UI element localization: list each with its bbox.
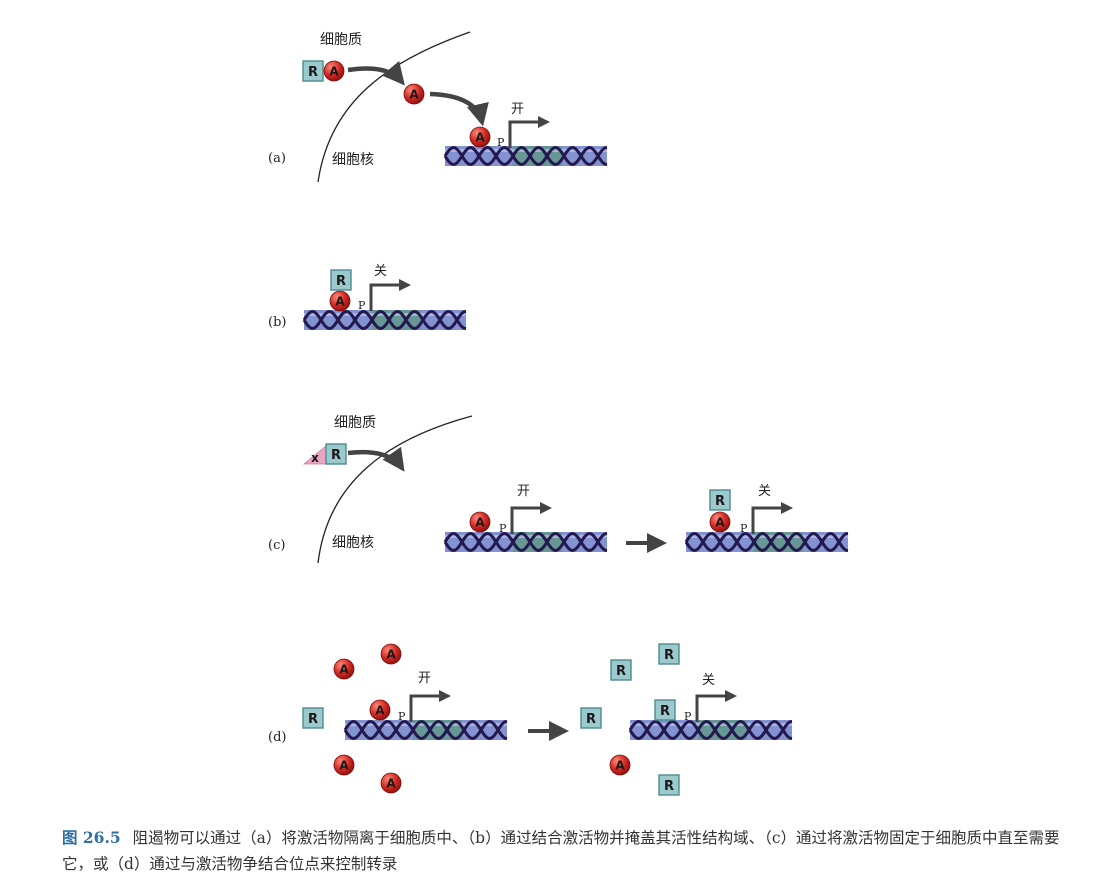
activator-b: A [329, 290, 351, 312]
repressor-b: R [330, 269, 352, 291]
activator-letter: A [375, 704, 385, 718]
arrow-a1 [347, 60, 405, 86]
dna-d-right [628, 719, 793, 741]
activator-letter: A [475, 131, 485, 145]
activator-letter: A [335, 295, 345, 309]
panel-d-label: (d) [268, 730, 286, 745]
panel-b-label: (b) [268, 315, 286, 330]
arrow-c1 [347, 446, 405, 472]
promoter-arrow-c-left: P [499, 502, 552, 535]
x-letter: x [311, 451, 319, 465]
activator-letter: A [339, 759, 349, 773]
activator-c-right: A [709, 511, 731, 533]
caption-text: 阻遏物可以通过（a）将激活物隔离于细胞质中、（b）通过结合激活物并掩盖其活性结构… [62, 829, 1060, 873]
repressor-d-bound: R [654, 699, 676, 721]
panel-c-nucleus-label: 细胞核 [332, 535, 374, 551]
activator-letter: A [409, 88, 419, 102]
promoter-letter: P [497, 136, 505, 149]
repressor-d-free-1: R [610, 659, 632, 681]
activator-c-left: A [469, 511, 491, 533]
membrane-curve-a [317, 31, 471, 183]
activator-d-bound: A [369, 699, 391, 721]
activator-letter: A [329, 65, 339, 79]
panel-a-on-label: 开 [511, 102, 524, 117]
figure-number: 图 26.5 [62, 828, 121, 847]
repressor-c-cytoplasm: R [325, 443, 347, 465]
repressor-letter: R [331, 448, 341, 463]
panel-d-off-label: 关 [702, 673, 715, 688]
activator-letter: A [339, 663, 349, 677]
promoter-letter: P [358, 299, 366, 312]
dna-c-right [684, 531, 849, 553]
activator-letter: A [615, 759, 625, 773]
repressor-letter: R [308, 65, 318, 80]
activator-d-free-2: A [380, 643, 402, 665]
activator-letter: A [715, 516, 725, 530]
repressor-letter: R [336, 274, 346, 289]
promoter-arrow-c-right: P [740, 502, 793, 535]
promoter-letter: P [398, 710, 406, 723]
activator-a-moving: A [403, 83, 425, 105]
panel-b-off-label: 关 [374, 264, 387, 279]
repressor-letter: R [616, 664, 626, 679]
promoter-arrow-a: P [497, 116, 550, 149]
panel-a-cytoplasm-label: 细胞质 [320, 32, 362, 48]
dna-c-left [443, 531, 608, 553]
panel-c-label: (c) [268, 538, 285, 553]
repressor-letter: R [660, 704, 670, 719]
activator-a-dna: A [469, 126, 491, 148]
repressor-d-free-3: R [580, 707, 602, 729]
activator-d-free-1: A [333, 658, 355, 680]
activator-d-free-4: A [380, 772, 402, 794]
x-factor: x [302, 445, 327, 465]
dna-a [443, 145, 608, 167]
repressor-d-free-left: R [302, 707, 324, 729]
promoter-letter: P [499, 522, 507, 535]
dna-b [302, 309, 467, 331]
arrow-a2 [429, 91, 489, 127]
repressor-letter: R [664, 648, 674, 663]
promoter-arrow-d-right: P [684, 690, 737, 723]
repressor-d-free-4: R [658, 774, 680, 796]
promoter-letter: P [740, 522, 748, 535]
repressor-letter: R [586, 712, 596, 727]
repressor-a-cytoplasm: R [302, 60, 324, 82]
panel-a-nucleus-label: 细胞核 [332, 152, 374, 168]
figure-caption: 图 26.5 阻遏物可以通过（a）将激活物隔离于细胞质中、（b）通过结合激活物并掩… [62, 825, 1072, 877]
promoter-arrow-b: P [358, 279, 411, 312]
panel-d-on-label: 开 [418, 671, 431, 686]
activator-d-free-right: A [609, 754, 631, 776]
panel-c-on-label: 开 [517, 484, 530, 499]
repressor-d-free-2: R [658, 643, 680, 665]
panel-c-off-label: 关 [758, 484, 771, 499]
repressor-letter: R [664, 779, 674, 794]
activator-a-bound: A [323, 60, 345, 82]
repressor-letter: R [715, 494, 725, 509]
repressor-letter: R [308, 712, 318, 727]
panel-c-cytoplasm-label: 细胞质 [334, 415, 376, 431]
activator-letter: A [475, 516, 485, 530]
promoter-arrow-d-left: P [398, 690, 451, 723]
activator-letter: A [386, 777, 396, 791]
dna-d-left [343, 719, 508, 741]
membrane-curve-c [317, 415, 473, 564]
promoter-letter: P [684, 710, 692, 723]
panel-a-label: (a) [268, 151, 286, 166]
activator-letter: A [386, 648, 396, 662]
repressor-c-right: R [709, 489, 731, 511]
activator-d-free-3: A [333, 754, 355, 776]
